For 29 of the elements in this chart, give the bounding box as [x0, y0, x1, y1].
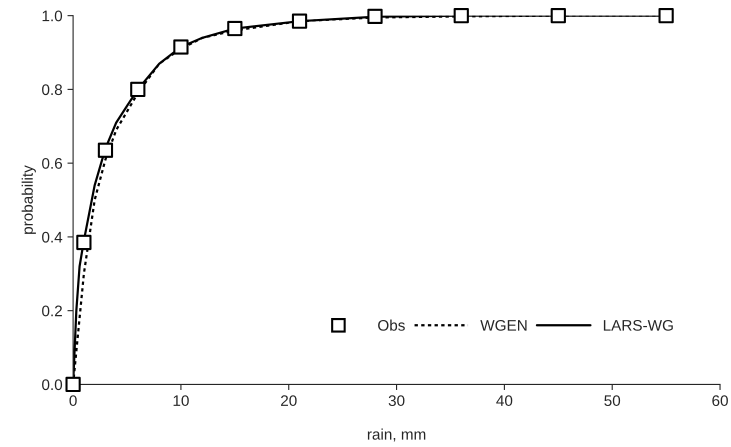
point — [173, 39, 189, 55]
y-tick-label: 1.0 — [42, 10, 62, 22]
point — [550, 8, 566, 24]
y-axis-title: probability — [22, 165, 36, 234]
y-tick-label: 0.6 — [42, 158, 62, 169]
x-tick-label: 30 — [388, 395, 404, 406]
point — [227, 20, 242, 36]
point — [130, 82, 146, 98]
y-tick-label: 0.2 — [42, 306, 62, 316]
point — [98, 142, 114, 158]
point — [65, 376, 81, 392]
point — [454, 8, 469, 24]
x-tick-label: 50 — [604, 395, 620, 406]
legend-label: WGEN — [480, 320, 527, 331]
y-tick-label: 0.8 — [42, 84, 62, 96]
point — [292, 14, 308, 29]
x-tick-label: 0 — [69, 395, 77, 406]
y-tick-label: 0.0 — [42, 379, 62, 390]
point — [367, 8, 383, 24]
x-tick-label: 60 — [712, 395, 728, 406]
legend-label: Obs — [378, 320, 405, 331]
point — [658, 8, 674, 24]
legend-label: LARS-WG — [604, 320, 673, 331]
x-tick-label: 20 — [281, 395, 297, 406]
point — [76, 234, 92, 250]
x-tick-label: 40 — [496, 395, 512, 406]
x-tick-label: 10 — [174, 395, 189, 406]
x-axis-title: rain, mm — [368, 428, 426, 442]
y-tick-label: 0.4 — [42, 232, 62, 243]
